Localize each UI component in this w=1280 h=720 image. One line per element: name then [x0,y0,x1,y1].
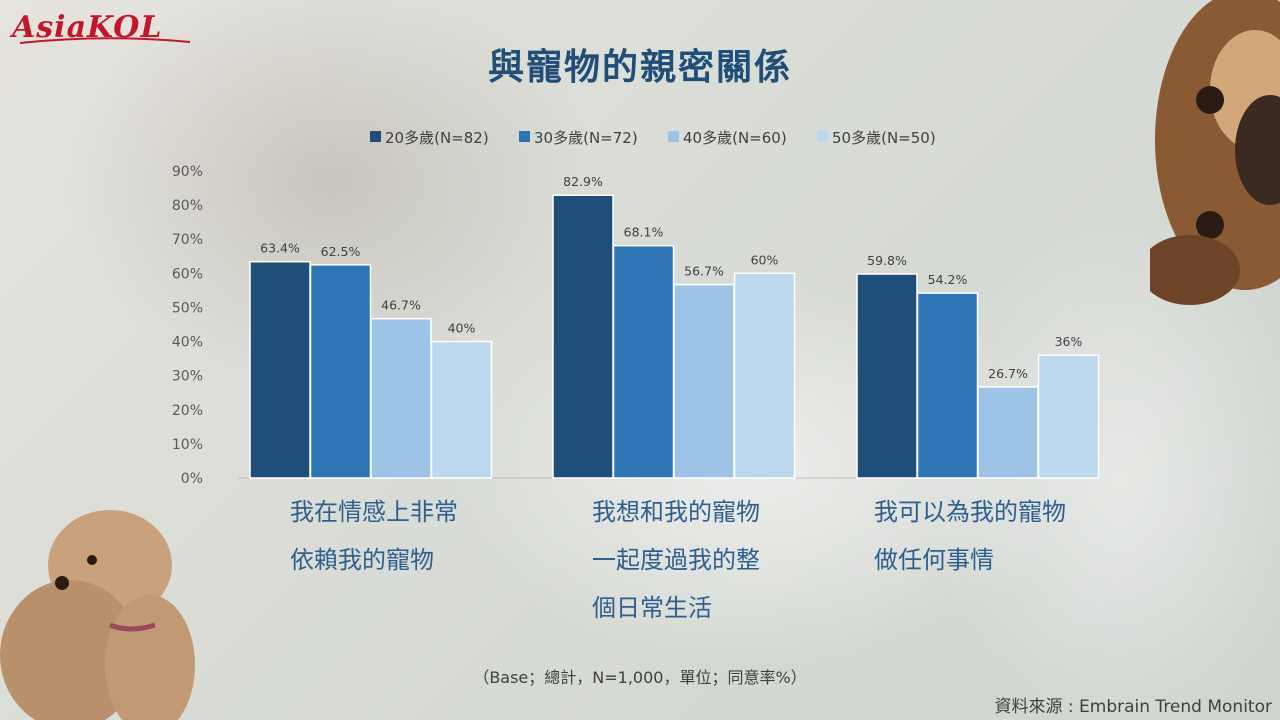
legend-label: 30多歲(N=72) [534,129,638,147]
data-label: 56.7% [684,264,724,279]
category-label-line: 個日常生活 [592,594,712,622]
legend-label: 20多歲(N=82) [385,129,489,147]
bar [552,194,614,479]
category-label-line: 我可以為我的寵物 [874,498,1066,526]
data-label: 82.9% [563,174,603,189]
y-tick-label: 10% [172,437,203,453]
legend-swatch [817,131,828,142]
bar [1037,354,1100,479]
y-tick-label: 80% [172,198,203,214]
page-title: 與寵物的親密關係 [487,47,792,88]
legend-swatch [668,131,679,142]
y-tick-label: 20% [172,403,203,419]
data-label: 63.4% [260,241,300,256]
bar [430,340,493,479]
data-label: 46.7% [381,298,421,313]
data-label: 36% [1055,334,1083,349]
y-tick-label: 30% [172,369,203,385]
dog-photo-right [1150,0,1280,305]
data-label: 54.2% [928,272,968,287]
bar [249,260,311,479]
bar [612,244,675,479]
bar [673,283,735,479]
category-label-line: 我想和我的寵物 [592,498,760,526]
category-label: 我在情感上非常 依賴我的寵物 [290,488,530,584]
data-label: 60% [751,252,779,267]
data-label: 68.1% [624,225,664,240]
y-tick-label: 70% [172,232,203,248]
category-label-line: 依賴我的寵物 [290,546,434,574]
category-label: 我可以為我的寵物 做任何事情 [874,488,1114,584]
base-note: （Base；總計，N=1,000，單位；同意率%） [473,668,807,687]
bar [733,272,796,479]
category-label-line: 我在情感上非常 [290,498,458,526]
category-label: 我想和我的寵物 一起度過我的整 個日常生活 [592,488,832,632]
data-label: 59.8% [867,253,907,268]
y-tick-label: 50% [172,300,203,316]
legend-swatch [370,131,381,142]
category-label-line: 做任何事情 [874,546,994,574]
bar [916,292,979,479]
bar [370,317,432,479]
legend-swatch [519,131,530,142]
y-tick-label: 0% [181,471,203,487]
bar [977,386,1039,479]
bar [309,264,372,479]
legend-label: 50多歲(N=50) [832,129,936,147]
y-tick-label: 40% [172,335,203,351]
data-label: 40% [448,321,476,336]
y-tick-label: 60% [172,266,203,282]
logo-swash [20,37,190,44]
category-label-line: 一起度過我的整 [592,546,760,574]
source-note: 資料來源 : Embrain Trend Monitor [994,697,1273,717]
dog-photo-left [0,510,195,720]
data-label: 62.5% [321,244,361,259]
bar [856,273,918,479]
legend-label: 40多歲(N=60) [683,129,787,147]
y-tick-label: 90% [172,164,203,180]
data-label: 26.7% [988,366,1028,381]
